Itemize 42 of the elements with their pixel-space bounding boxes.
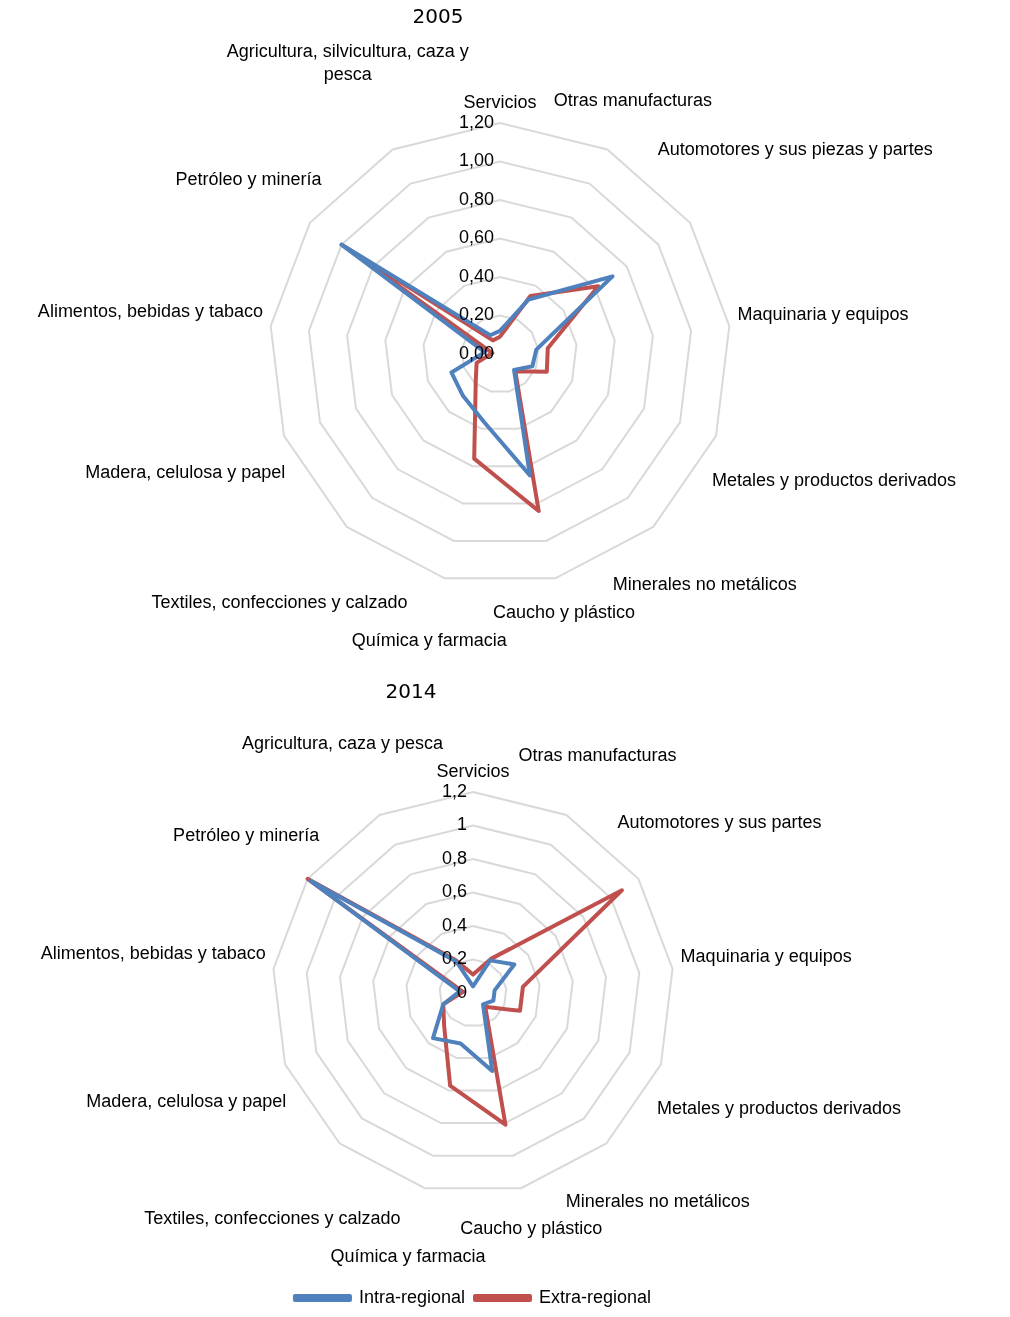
y-tick-label: 0,40: [458, 265, 494, 286]
spoke-label: Metales y productos derivados: [656, 1098, 902, 1118]
spoke-label: Maquinaria y equipos: [680, 946, 852, 967]
spoke-label: Automotores y sus piezas y partes: [657, 139, 933, 160]
spoke-label: Química y farmacia: [351, 630, 508, 651]
y-tick-label: 1,20: [458, 111, 494, 132]
spoke-label: Madera, celulosa y papel: [85, 462, 286, 483]
chart-title: 2005: [412, 4, 464, 29]
y-tick-label: 0,20: [458, 304, 494, 325]
y-tick-label: 0: [456, 981, 467, 1002]
chart-title: 2014: [385, 679, 437, 704]
spoke-label: Minerales no metálicos: [612, 573, 797, 594]
legend-label: Intra-regional: [358, 1286, 466, 1307]
y-tick-label: 1,2: [441, 780, 467, 801]
y-tick-label: 0,8: [441, 847, 467, 868]
spoke-label: Petróleo y minería: [175, 169, 323, 190]
spoke-label: Minerales no metálicos: [565, 1190, 750, 1211]
spoke-label: Madera, celulosa y papel: [86, 1090, 287, 1111]
spoke-label: Química y farmacia: [330, 1245, 487, 1266]
spoke-label: Alimentos, bebidas y tabaco: [37, 300, 264, 321]
spoke-label: Caucho y plástico: [492, 602, 635, 623]
y-tick-label: 1: [456, 814, 467, 835]
y-tick-label: 0,80: [458, 188, 494, 209]
spoke-label: Metales y productos derivados: [711, 469, 957, 490]
spoke-label: Otras manufacturas: [518, 744, 677, 765]
spoke-label: Alimentos, bebidas y tabaco: [40, 943, 266, 964]
spoke-label: Caucho y plástico: [460, 1218, 603, 1239]
spoke-label: Agricultura, caza y pesca: [241, 733, 444, 754]
spoke-label: Agricultura, silvicultura, caza y pesca: [226, 41, 469, 85]
spoke-label: Otras manufacturas: [553, 89, 712, 110]
y-tick-label: 0,4: [441, 914, 467, 935]
y-tick-label: 1,00: [458, 150, 494, 171]
spoke-label: Petróleo y minería: [173, 825, 321, 846]
y-tick-label: 0,6: [441, 881, 467, 902]
spoke-label: Maquinaria y equipos: [737, 303, 909, 324]
y-tick-label: 0,60: [458, 227, 494, 248]
spoke-label: Servicios: [463, 92, 537, 113]
spoke-label: Textiles, confecciones y calzado: [144, 1208, 401, 1229]
spoke-label: Automotores y sus partes: [617, 811, 822, 832]
legend-label: Extra-regional: [539, 1286, 652, 1307]
spoke-label: Servicios: [436, 761, 510, 782]
spoke-label: Textiles, confecciones y calzado: [151, 591, 408, 612]
